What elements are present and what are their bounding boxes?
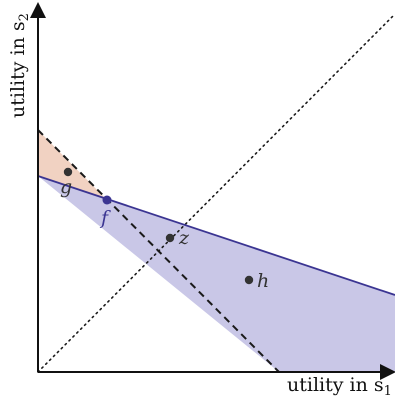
point-g-label: g — [60, 176, 72, 198]
point-h-dot — [244, 275, 254, 285]
point-z-label: z — [178, 227, 190, 249]
blue-boundary-line — [37, 175, 395, 296]
dotted-diagonal-line — [37, 13, 395, 373]
x-axis-label-main: utility in s — [287, 374, 384, 396]
point-f-label: f — [99, 207, 111, 229]
point-f-dot — [102, 195, 112, 205]
x-axis-label-sub: 1 — [384, 384, 392, 399]
x-axis-label: utility in s1 — [287, 374, 392, 399]
blue-feasible-region — [38, 176, 395, 372]
y-axis-label-sub: 2 — [17, 13, 32, 21]
dashed-boundary-line — [37, 129, 280, 373]
point-h-label: h — [257, 270, 269, 292]
point-z-dot — [165, 233, 175, 243]
y-axis-label-main: utility in s — [7, 21, 29, 118]
point-g-dot — [63, 167, 73, 177]
y-axis-label: utility in s2 — [7, 13, 32, 118]
